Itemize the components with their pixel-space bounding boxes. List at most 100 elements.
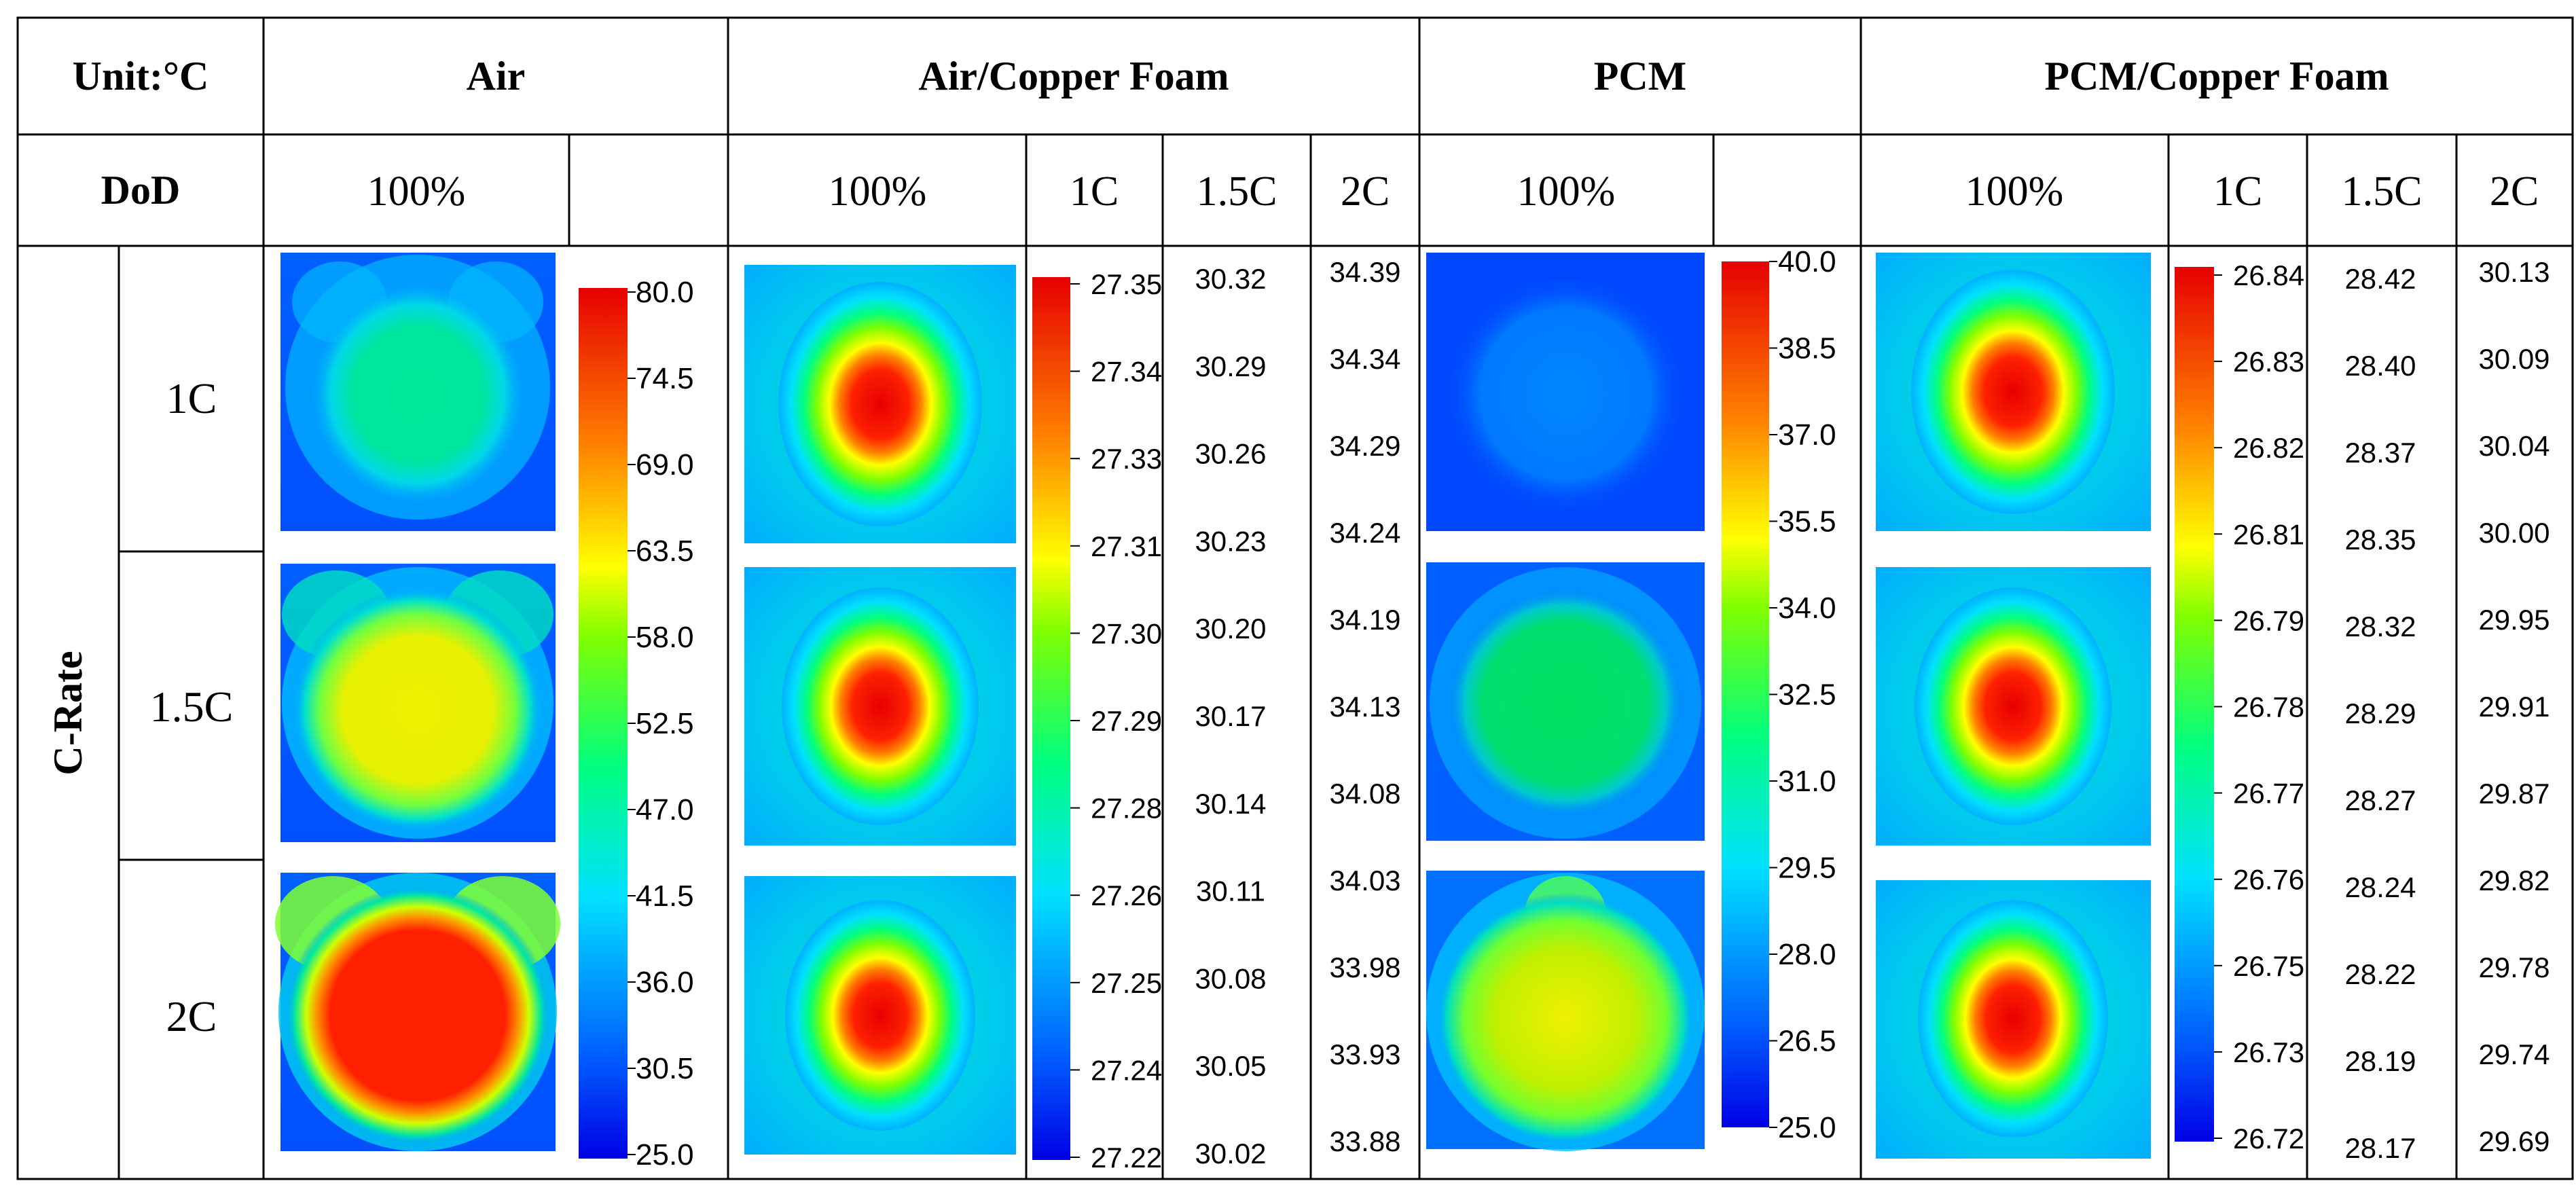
aircu-2c-tick-label: 34.39 [1329,256,1400,288]
pcm-contour-2c [1426,871,1705,1151]
pcmcu-15c-tick-label: 28.17 [2344,1132,2416,1164]
aircu-1c-tick-label: 27.33 [1091,443,1162,475]
aircu-1c-ticks: 27.35 27.34 27.33 27.31 27.30 27.29 27.28 27.26… [1070,268,1162,1174]
pcmcu-sub-2c: 2C [2490,168,2539,215]
aircu-1c-tick-label: 27.29 [1091,705,1162,737]
pcmcu-15c-tick-label: 28.27 [2344,784,2416,816]
dod-label: DoD [101,168,181,213]
aircu-1c-tick-label: 27.25 [1091,967,1162,999]
pcm-scale-tick-label: 35.5 [1778,505,1836,539]
pcmcu-1c-tick-label: 26.84 [2233,259,2304,291]
pcmcu-15c-tick-label: 28.42 [2344,263,2416,295]
aircu-15c-tick-label: 30.17 [1195,700,1266,732]
pcmcu-1c-tick-label: 26.73 [2233,1036,2304,1068]
pcmcu-15c-tick-label: 28.37 [2344,437,2416,469]
aircu-2c-tick-label: 34.24 [1329,517,1400,549]
pcmcu-2c-tick-label: 30.13 [2478,256,2550,288]
pcmcu-1c-tick-label: 26.77 [2233,778,2304,810]
aircu-2c-tick-label: 34.34 [1329,343,1400,375]
pcmcu-1c-tick-label: 26.83 [2233,346,2304,378]
aircu-15c-ticks: 30.32 30.29 30.26 30.23 30.20 30.17 30.14 30.11… [1195,263,1266,1169]
pcmcu-1c-ticks: 26.84 26.83 26.82 26.81 26.79 26.78 26.77 26.76… [2214,259,2304,1155]
air-scale-tick-label: 25.0 [636,1138,694,1172]
aircu-2c-ticks: 34.39 34.34 34.29 34.24 34.19 34.13 34.08 34.03… [1329,256,1400,1157]
group-title-air: Air [467,54,526,98]
pcmcu-1c-tick-label: 26.79 [2233,604,2304,636]
pcm-scale-tick-label: 40.0 [1778,245,1836,278]
aircu-contour-15c [744,567,1016,846]
pcm-contour-15c [1426,562,1705,841]
pcm-scale-tick-label: 28.0 [1778,938,1836,971]
pcmcu-15c-ticks: 28.42 28.40 28.37 28.35 28.32 28.29 28.27 28.24… [2344,263,2416,1164]
aircu-1c-tick-label: 27.26 [1091,879,1162,911]
pcmcu-colorbar [2175,267,2214,1142]
aircu-contour-1c [744,265,1016,543]
aircu-2c-tick-label: 34.08 [1329,778,1400,810]
aircu-15c-tick-label: 30.11 [1196,875,1265,907]
pcmcu-1c-tick-label: 26.78 [2233,691,2304,723]
group-title-air-copper-foam: Air/Copper Foam [918,54,1229,98]
pcm-scale-tick-label: 37.0 [1778,418,1836,452]
pcmcu-2c-tick-label: 29.69 [2478,1125,2550,1157]
pcmcu-2c-tick-label: 30.04 [2478,430,2550,462]
pcm-scale-tick-label: 26.5 [1778,1025,1836,1058]
aircu-1c-tick-label: 27.22 [1091,1142,1162,1174]
aircu-2c-tick-label: 33.98 [1329,951,1400,983]
air-sub-100: 100% [367,168,466,215]
air-contour-1c [280,253,556,531]
pcmcu-2c-tick-label: 29.82 [2478,865,2550,896]
pcmcu-sub-15c: 1.5C [2342,168,2423,215]
pcmcu-sub-100: 100% [1965,168,2064,215]
aircu-15c-tick-label: 30.05 [1195,1050,1266,1082]
pcmcu-1c-tick-label: 26.82 [2233,432,2304,464]
aircu-colorbar [1032,277,1070,1160]
pcm-scale-tick-label: 29.5 [1778,852,1836,885]
pcmcu-15c-tick-label: 28.22 [2344,958,2416,990]
pcmcu-contour-2c [1876,880,2151,1159]
aircu-1c-tick-label: 27.35 [1091,268,1162,300]
pcmcu-15c-tick-label: 28.19 [2344,1045,2416,1077]
pcmcu-2c-tick-label: 30.00 [2478,517,2550,549]
pcmcu-2c-tick-label: 29.87 [2478,778,2550,810]
air-scale-tick-label: 58.0 [636,621,694,654]
aircu-2c-tick-label: 34.29 [1329,430,1400,462]
pcm-sub-100: 100% [1517,168,1616,215]
pcm-scale-tick-label: 34.0 [1778,592,1836,625]
aircu-sub-2c: 2C [1341,168,1390,215]
pcmcu-15c-tick-label: 28.32 [2344,611,2416,642]
aircu-15c-tick-label: 30.23 [1195,525,1266,557]
aircu-15c-tick-label: 30.08 [1195,962,1266,994]
group-title-pcm-copper-foam: PCM/Copper Foam [2044,54,2389,98]
air-scale-tick-label: 41.5 [636,879,694,913]
pcmcu-15c-tick-label: 28.40 [2344,350,2416,382]
aircu-2c-tick-label: 33.93 [1329,1038,1400,1070]
pcmcu-2c-tick-label: 29.78 [2478,951,2550,983]
pcm-scale-tick-label: 25.0 [1778,1111,1836,1144]
pcmcu-contour-15c [1876,567,2151,846]
aircu-15c-tick-label: 30.32 [1195,263,1266,295]
pcmcu-2c-tick-label: 29.91 [2478,691,2550,723]
pcmcu-2c-tick-label: 29.74 [2478,1038,2550,1070]
aircu-1c-tick-label: 27.31 [1091,530,1162,562]
pcmcu-contour-1c [1876,253,2151,531]
unit-label: Unit:°C [73,54,209,98]
group-title-pcm: PCM [1594,54,1687,98]
crate-label: C-Rate [46,651,90,775]
aircu-15c-tick-label: 30.26 [1195,438,1266,470]
pcm-colorbar-ticks: 40.0 38.5 37.0 35.5 34.0 32.5 31.0 29.5 28.0 26.5… [1769,245,1836,1144]
aircu-sub-1c: 1C [1070,168,1119,215]
aircu-2c-tick-label: 34.13 [1329,691,1400,723]
air-scale-tick-label: 63.5 [636,534,694,568]
air-colorbar-ticks: 80.0 74.5 69.0 63.5 58.0 52.5 47.0 41.5 36.0 30.5… [628,276,694,1172]
pcmcu-1c-tick-label: 26.72 [2233,1123,2304,1155]
air-scale-tick-label: 80.0 [636,276,694,309]
air-contour-15c [280,564,556,842]
air-scale-tick-label: 36.0 [636,966,694,999]
pcmcu-15c-tick-label: 28.35 [2344,524,2416,556]
aircu-2c-tick-label: 33.88 [1329,1125,1400,1157]
aircu-1c-tick-label: 27.24 [1091,1054,1162,1086]
pcmcu-15c-tick-label: 28.29 [2344,697,2416,729]
pcmcu-sub-1c: 1C [2213,168,2262,215]
pcmcu-15c-tick-label: 28.24 [2344,871,2416,903]
